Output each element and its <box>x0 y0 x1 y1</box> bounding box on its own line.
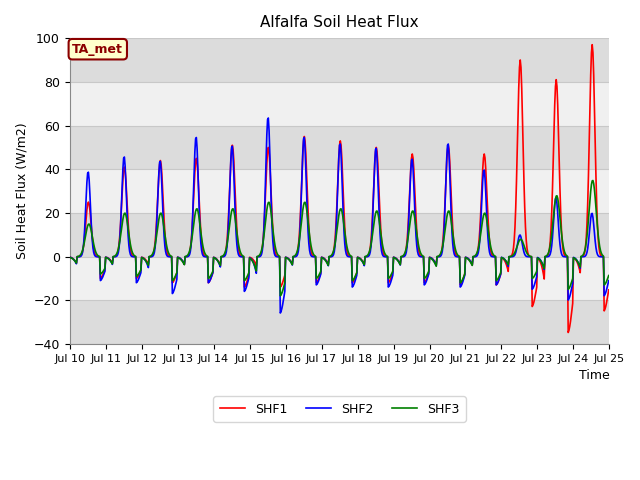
SHF2 <box>406 185 414 191</box>
SHF3 <box>605 273 612 278</box>
SHF3 <box>131 253 139 259</box>
Title: Alfalfa Soil Heat Flux: Alfalfa Soil Heat Flux <box>260 15 419 30</box>
Line: SHF3: SHF3 <box>70 180 609 296</box>
Line: SHF1: SHF1 <box>70 45 609 333</box>
SHF3 <box>589 178 596 183</box>
SHF1 <box>605 287 612 293</box>
SHF3 <box>76 253 83 259</box>
SHF2 <box>214 259 222 264</box>
SHF2 <box>131 254 139 260</box>
Bar <box>70 169 609 213</box>
SHF2 <box>66 254 74 260</box>
SHF1 <box>76 253 83 259</box>
SHF3 <box>421 275 429 281</box>
Bar <box>70 300 609 344</box>
SHF1 <box>420 280 428 286</box>
SHF3 <box>276 293 284 299</box>
Bar <box>70 257 609 300</box>
SHF3 <box>405 226 413 231</box>
SHF2 <box>276 310 284 316</box>
Line: SHF2: SHF2 <box>70 118 609 313</box>
Legend: SHF1, SHF2, SHF3: SHF1, SHF2, SHF3 <box>214 396 466 422</box>
SHF1 <box>66 254 74 260</box>
Bar <box>70 82 609 126</box>
SHF2 <box>422 280 429 286</box>
SHF1 <box>186 250 193 255</box>
SHF3 <box>66 254 74 260</box>
SHF1 <box>404 215 412 220</box>
SHF1 <box>588 42 596 48</box>
SHF1 <box>564 330 572 336</box>
Bar <box>70 38 609 82</box>
Bar <box>70 213 609 257</box>
SHF2 <box>76 254 83 260</box>
Bar <box>70 126 609 169</box>
SHF2 <box>186 252 193 257</box>
SHF2 <box>264 115 272 121</box>
SHF3 <box>186 248 193 254</box>
SHF3 <box>214 258 222 264</box>
Y-axis label: Soil Heat Flux (W/m2): Soil Heat Flux (W/m2) <box>15 123 28 260</box>
SHF2 <box>605 278 612 284</box>
Text: TA_met: TA_met <box>72 43 124 56</box>
X-axis label: Time: Time <box>579 370 609 383</box>
SHF1 <box>214 258 222 264</box>
SHF1 <box>131 254 139 260</box>
